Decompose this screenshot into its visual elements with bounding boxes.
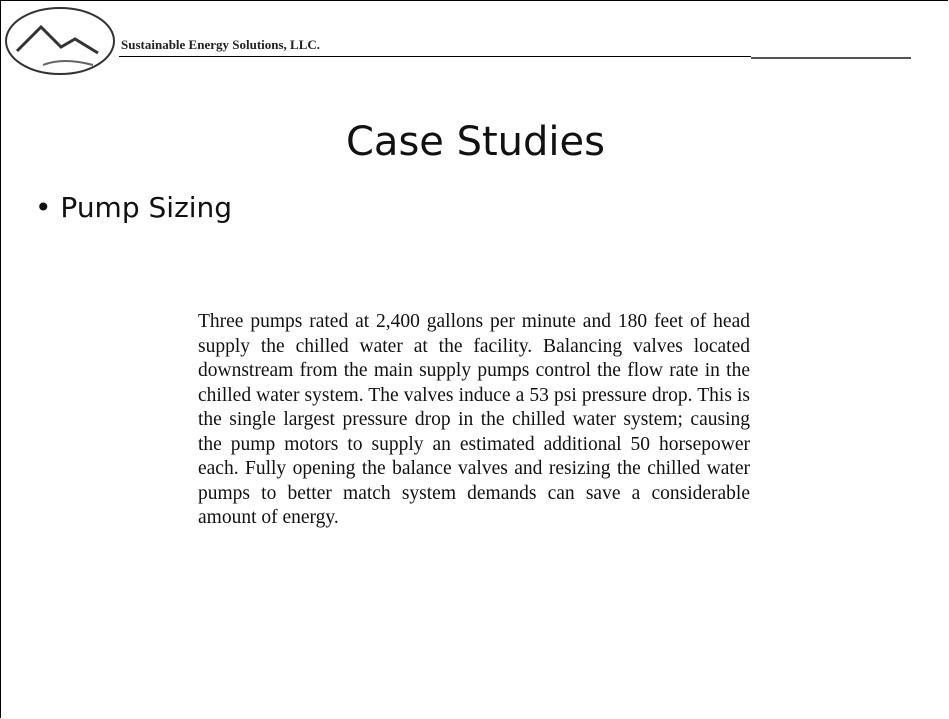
company-name: Sustainable Energy Solutions, LLC. [121,37,321,52]
body-text: Three pumps rated at 2,400 gallons per m… [198,311,750,528]
bullet: • Pump Sizing [35,191,233,224]
slide-title: Case Studies [346,119,605,165]
header-rule [119,56,751,57]
header-rule [751,57,911,59]
logo [5,7,115,75]
bullet-text: Pump Sizing [60,191,233,224]
